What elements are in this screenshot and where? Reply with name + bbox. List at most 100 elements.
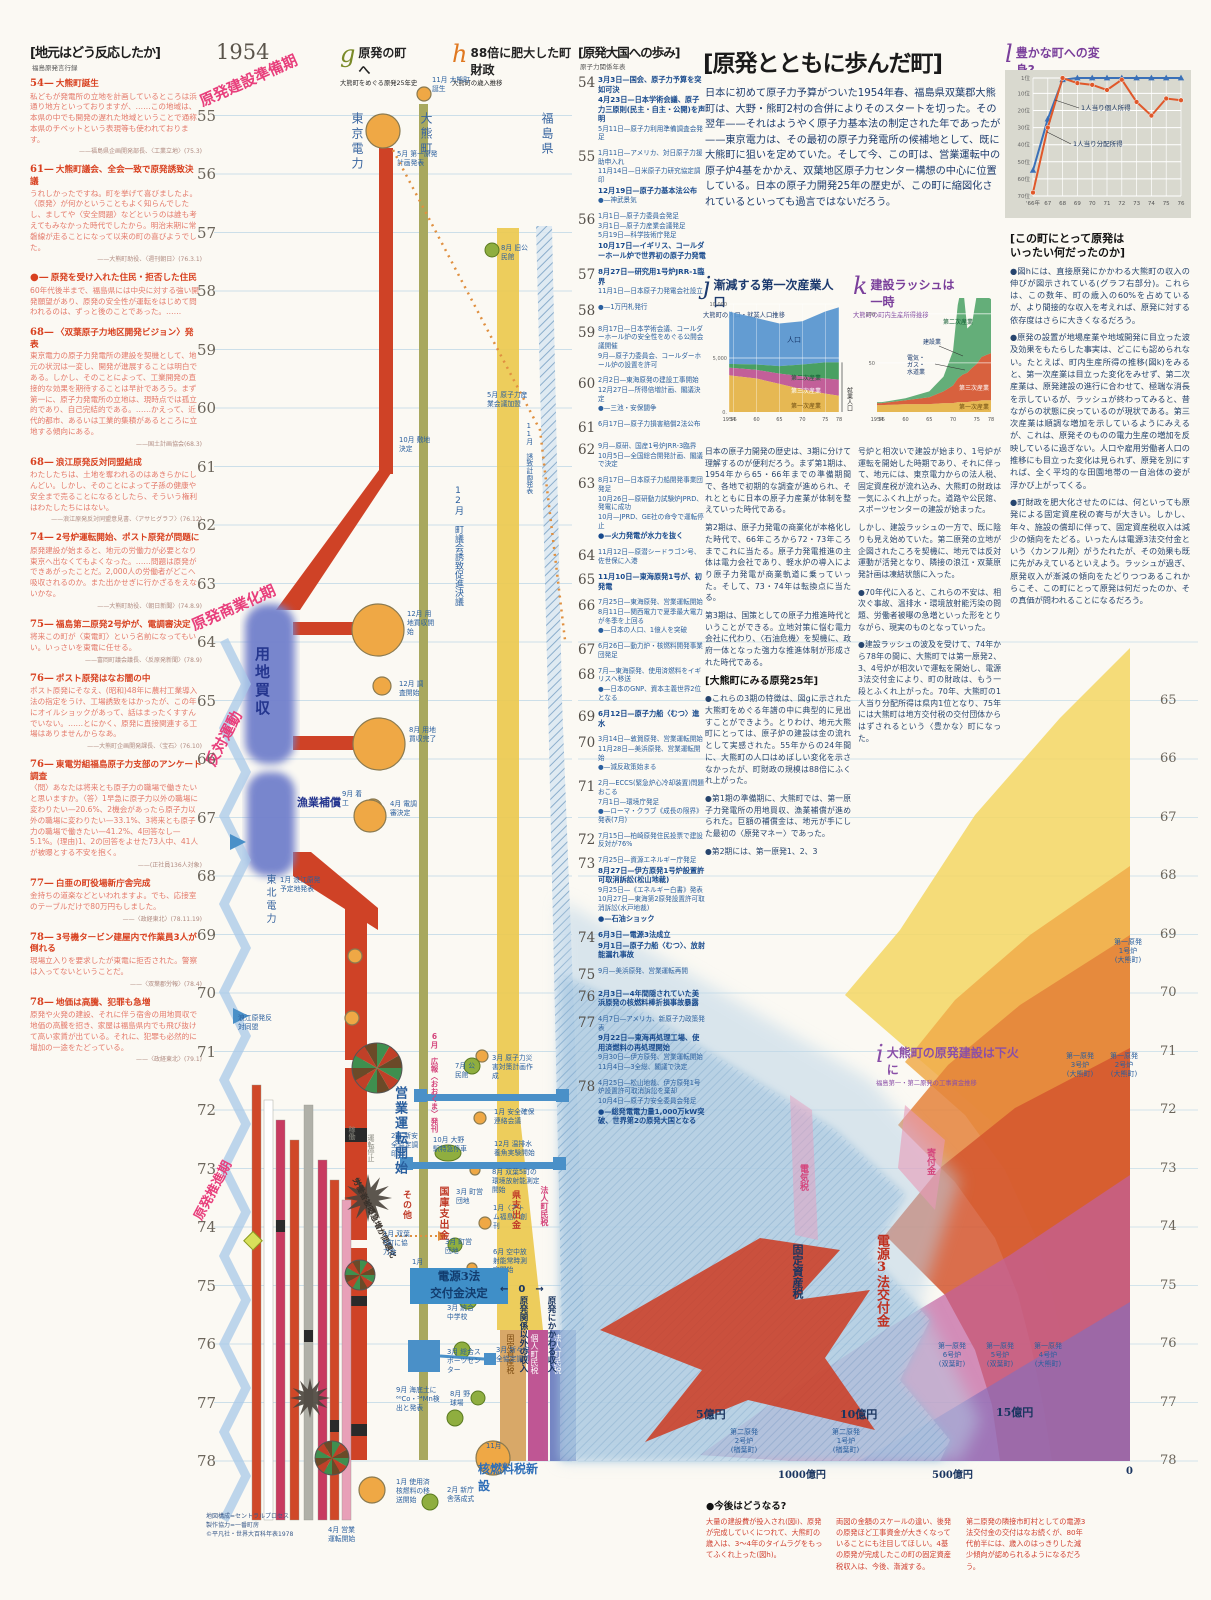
quote-entry: 78— 3号機タービン建屋内で作業員3人が倒れる 現場立入りを要求したが東電に拒否さ… bbox=[30, 932, 202, 988]
scale-1000oku: 1000億円 bbox=[778, 1470, 826, 1481]
left-column-title: [地元はどう反応したか] bbox=[30, 46, 161, 61]
svg-text:0.: 0. bbox=[722, 410, 727, 416]
chronology-year-number: 76 bbox=[578, 988, 596, 1005]
timeline-year-56: 56 bbox=[197, 165, 217, 183]
note-2: 両図の金額のスケールの違い、後発の原発ほど工事資金が大きくなっていることにも注目… bbox=[836, 1517, 952, 1571]
chronology-year-number: 71 bbox=[578, 779, 596, 796]
svg-text:第二次産業: 第二次産業 bbox=[943, 318, 973, 326]
chronology-year-number: 63 bbox=[578, 476, 596, 493]
chronology-item: 9月—原研、国産1号炉JRR-3臨界 bbox=[598, 442, 697, 451]
quote-entry: 74— 2号炉運転開始、ポスト原発が問題に 原発建設が始まると、地元の労働力が必要と… bbox=[30, 532, 202, 609]
chronology-item: 4月25日—松山地裁、伊方原発1号炉設置許可取消訴訟を棄却 bbox=[598, 1078, 701, 1096]
timeline-year-72: 72 bbox=[197, 1101, 217, 1119]
quote-source: ——富岡町議会議長、〈反原発新聞〉(78.9) bbox=[84, 656, 202, 664]
chronology-year: 54 3月3日—国会、原子力予算を突如可決 4月23日—日本学術会議、原子力三原則(… bbox=[578, 75, 706, 143]
i-subtitle: 福島第一・第二原発の工事資金推移 bbox=[876, 1080, 977, 1087]
g-subtitle: 大熊町をめぐる原発25年史 bbox=[340, 80, 418, 87]
income-rank-chart: 1位 10位 20位 30位 40位 50位 60位 70位'66年 67 68 69 70 71 72 7… bbox=[1005, 70, 1191, 218]
chronology-year: 73 7月25日—資源エネルギー庁発足 8月27日—伊方原発1号炉設置許可取消訴訟(… bbox=[578, 856, 706, 924]
chronology-item: ●—石油ショック bbox=[598, 913, 655, 923]
quote-source: ——福島県企画開発部長、〈工業立地〉(75.3) bbox=[78, 148, 202, 156]
timeline-year-67: 67 bbox=[197, 808, 217, 827]
svg-text:50位: 50位 bbox=[1018, 158, 1031, 166]
quote-source: ——大熊町助役、〈週刊朝日〉(76.3.1) bbox=[97, 256, 202, 264]
chronology-item: 2月3日—4年間隠されていた美浜原発の核燃料棒折損事故暴露 bbox=[598, 988, 700, 1008]
svg-text:55: 55 bbox=[879, 417, 885, 423]
quote-body: 〈問〉あなたは将来とも原子力の職場で働きたいと思いますか。〈答〉1早急に原子力以… bbox=[30, 783, 199, 858]
chronology-year: 77 4月7日—アメリカ、新原子力政策発表 9月22日—東海再処理工場、使用済燃料の… bbox=[578, 1015, 706, 1073]
quote-body: 60年代後半まで、福島県には中央に対する強い開発願望があり、原発の安全性が運転を… bbox=[30, 285, 199, 317]
svg-text:30位: 30位 bbox=[1018, 124, 1031, 132]
quote-heading: 76— 東電労組福島原子力支部のアンケート調査 bbox=[30, 759, 202, 782]
grant-arrow bbox=[600, 1238, 875, 1442]
svg-text:100: 100 bbox=[865, 312, 875, 318]
svg-text:'66年: '66年 bbox=[1026, 199, 1041, 207]
quote-source: ——〈政経東北〉(79.1) bbox=[135, 1056, 202, 1064]
quote-source: ——大熊町助役、〈朝日新聞〉(74.8.9) bbox=[97, 602, 202, 610]
income-axis-right: 原発にかかわる収入 bbox=[546, 1296, 556, 1373]
income-axis-zero: ← 0 → bbox=[500, 1284, 544, 1295]
chronology-item: ●—日本の人口、1億人を突破 bbox=[598, 626, 688, 635]
svg-text:第一次産業: 第一次産業 bbox=[959, 403, 989, 411]
svg-text:建設業: 建設業 bbox=[923, 338, 941, 346]
chronology-year-number: 64 bbox=[578, 547, 596, 564]
chronology-year-number: 62 bbox=[578, 442, 596, 459]
chronology-year-number: 67 bbox=[578, 642, 596, 659]
scale-15oku: 15億円 bbox=[996, 1406, 1034, 1419]
chronology-item: 8月17日—日本学術会議、コールダーホール炉の安全性をめぐる公開会議開催 bbox=[598, 324, 704, 351]
opposition-zigzag bbox=[218, 637, 252, 1523]
grant-line1: 電源3法 bbox=[437, 1269, 481, 1283]
article-paragraph: 第2期は、原子力発電の商業化が本格化した時代で、66年ころから72・73年ころま… bbox=[705, 523, 851, 603]
chronology-item: 9月25日—《エネルギー白書》発表 bbox=[598, 885, 703, 894]
chronology-item: 1月11日—アメリカ、対日原子力援助申入れ bbox=[598, 148, 703, 166]
svg-text:74: 74 bbox=[1148, 201, 1155, 207]
right-year-78: 78 bbox=[1160, 1453, 1177, 1468]
chronology-year: 61 6月17日—原子力損害賠償2法公布 bbox=[578, 420, 706, 436]
note-3: 第二原発の隣接市町村としての電源3法交付金の交付はなお続くが、80年代前半には、… bbox=[966, 1517, 1086, 1571]
chart-g-header: g 原発の町へ 大熊町をめぐる原発25年史 bbox=[340, 42, 418, 87]
chronology-year-number: 55 bbox=[578, 148, 596, 165]
quote-heading: 68— 〈双葉原子力地区開発ビジョン〉発表 bbox=[30, 327, 194, 350]
svg-text:10位: 10位 bbox=[1018, 89, 1031, 97]
j-letter: j bbox=[703, 272, 711, 300]
chronology-item: 6月17日—原子力損害賠償2法公布 bbox=[598, 420, 701, 429]
chronology-year: 56 1月1日—原子力委員会発足 3月1日—原子力産業会議発足 5月19日—科学技術庁… bbox=[578, 212, 706, 261]
svg-text:電気・ガス・水道業: 電気・ガス・水道業 bbox=[907, 354, 925, 376]
quote-body: 将来この町が〈東電町〉という名前になってもいい。いっさいを東電に任せる。 bbox=[30, 632, 197, 652]
chronology-year-number: 73 bbox=[578, 856, 596, 873]
svg-text:55: 55 bbox=[730, 417, 736, 423]
svg-text:75: 75 bbox=[974, 417, 980, 423]
chronology-item: 5月19日—科学技術庁発足 bbox=[598, 231, 677, 240]
article-paragraph: 日本の原子力開発の歴史は、3期に分けて理解するのが便利だろう。まず第1期は、19… bbox=[705, 447, 851, 515]
chronology-year: 62 9月—原研、国産1号炉JRR-3臨界 10月5日—全国総合開発計画、閣議で決定 bbox=[578, 442, 706, 470]
chronology-year-number: 72 bbox=[578, 831, 596, 848]
article-paragraph: ●これらの3期の特徴は、図gに示された大熊町をめぐる年譜の中に典型的に見出すこと… bbox=[705, 694, 851, 786]
chronology-item: ●—三池・安保闘争 bbox=[598, 404, 657, 413]
incident-starbursts bbox=[290, 1174, 392, 1418]
quote-body: 現場立入りを要求したが東電に拒否された。警察は入ってないということだ。 bbox=[30, 956, 198, 976]
timeline-year-59: 59 bbox=[197, 340, 217, 359]
timeline-year-76: 76 bbox=[197, 1335, 217, 1353]
svg-text:第三次産業: 第三次産業 bbox=[791, 387, 821, 395]
h-letter: h bbox=[452, 40, 468, 68]
chronology-year: 64 11月12日—原潜シードラゴン号、佐世保に入港 bbox=[578, 548, 706, 566]
chronology-year: 71 2月—ECCS(緊急炉心冷却装置)問題おこる 7月1日—環境庁発足 ●—ローマ・… bbox=[578, 779, 706, 826]
chronology-year: 69 6月12日—原子力船〈むつ〉進水 bbox=[578, 709, 706, 729]
svg-text:68: 68 bbox=[1059, 201, 1066, 207]
fishery-compensation-blob bbox=[247, 772, 295, 876]
timeline-year-78: 78 bbox=[197, 1452, 217, 1470]
credits: 地図構成=セントラルプロセス 製作協力=一番町房 ©平凡社・世界大百科年表1978 bbox=[206, 1513, 294, 1538]
article-intro: 日本に初めて原子力予算がついた1954年春、福島県双葉郡大熊町は、大野・熊町2村… bbox=[705, 88, 1001, 208]
timeline-year-77: 77 bbox=[197, 1393, 217, 1412]
chronology-year-number: 58 bbox=[578, 302, 596, 319]
chronology-item: 11月12日—原潜シードラゴン号、佐世保に入港 bbox=[598, 547, 701, 565]
chronology-title: [原発大国への歩み] bbox=[578, 45, 680, 60]
chronology-item: 9月—美浜原発、営業運転再開 bbox=[598, 966, 688, 975]
svg-text:10,000: 10,000 bbox=[710, 302, 728, 308]
quote-entry: 68— 〈双葉原子力地区開発ビジョン〉発表 東京電力の原子力発電所の建設を契機として… bbox=[30, 327, 202, 447]
chronology-item: 9月22日—東海再処理工場、使用済燃料の再処理開始 bbox=[598, 1033, 700, 1052]
svg-text:75: 75 bbox=[1163, 201, 1170, 207]
